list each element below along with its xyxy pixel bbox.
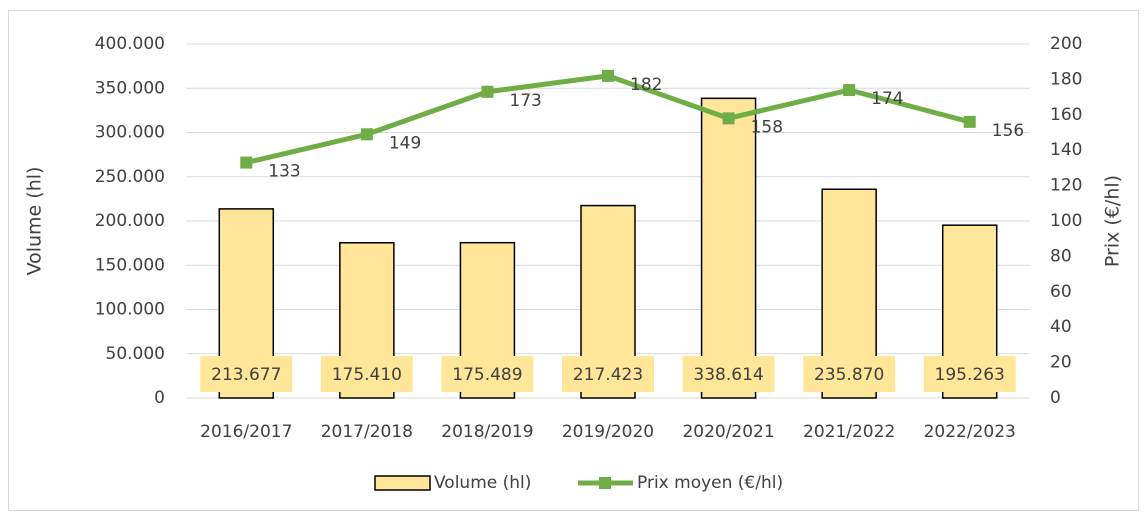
x-tick-label: 2017/2018 — [321, 422, 413, 442]
x-tick-label: 2020/2021 — [682, 422, 774, 442]
y2-tick-label: 80 — [1050, 246, 1072, 266]
data-label-bg — [441, 356, 534, 392]
data-label: 175.489 — [452, 365, 522, 385]
marker — [722, 112, 735, 125]
y2-tick-label: 60 — [1050, 282, 1072, 302]
data-label-bg — [682, 356, 775, 392]
y2-tick-label: 180 — [1050, 69, 1082, 89]
data-label-bg — [320, 356, 413, 392]
data-label-bg — [200, 356, 293, 392]
y2-tick-label: 200 — [1050, 34, 1082, 54]
y2-tick-label: 100 — [1050, 211, 1082, 231]
x-tick-label: 2016/2017 — [200, 422, 292, 442]
data-label: 173 — [509, 91, 541, 111]
x-tick-label: 2022/2023 — [924, 422, 1016, 442]
y-tick-label: 50.000 — [106, 344, 165, 364]
marker — [481, 85, 494, 98]
legend-label: Volume (hl) — [434, 473, 531, 493]
legend-label: Prix moyen (€/hl) — [637, 473, 783, 493]
data-label: 149 — [389, 133, 421, 153]
y-tick-label: 150.000 — [95, 255, 165, 275]
data-label: 133 — [268, 162, 300, 182]
y-tick-label: 300.000 — [95, 123, 165, 143]
bar — [700, 97, 757, 399]
y-tick-label: 250.000 — [95, 167, 165, 187]
data-label: 158 — [751, 117, 783, 137]
marker — [240, 156, 253, 169]
data-label: 156 — [992, 121, 1024, 141]
data-label-bg — [803, 356, 896, 392]
y-tick-label: 0 — [154, 388, 165, 408]
data-label: 338.614 — [693, 365, 763, 385]
y2-tick-label: 40 — [1050, 317, 1072, 337]
data-label-bg — [562, 356, 654, 392]
data-label: 217.423 — [573, 365, 643, 385]
y-tick-label: 100.000 — [95, 300, 165, 320]
y2-tick-label: 0 — [1050, 388, 1061, 408]
marker — [843, 84, 856, 97]
data-label: 235.870 — [814, 365, 884, 385]
data-label: 195.263 — [935, 365, 1005, 385]
x-tick-label: 2019/2020 — [562, 422, 654, 442]
data-label-bg — [923, 356, 1016, 392]
y2-tick-label: 160 — [1050, 105, 1082, 125]
legend-marker — [599, 477, 611, 489]
y-tick-label: 350.000 — [95, 78, 165, 98]
y2-tick-label: 140 — [1050, 140, 1082, 160]
y2-axis-label: Prix (€/hl) — [1102, 175, 1124, 267]
data-label: 182 — [630, 75, 662, 95]
marker — [602, 69, 614, 82]
legend-swatch — [374, 475, 431, 491]
y-tick-label: 200.000 — [95, 211, 165, 231]
y-axis-label: Volume (hl) — [24, 167, 46, 276]
data-label: 175.410 — [332, 365, 402, 385]
data-label: 213.677 — [211, 365, 281, 385]
data-label: 174 — [871, 89, 903, 109]
x-tick-label: 2018/2019 — [441, 422, 533, 442]
y-tick-label: 400.000 — [95, 34, 165, 54]
marker — [360, 128, 373, 141]
y2-tick-label: 120 — [1050, 176, 1082, 196]
marker — [963, 115, 976, 128]
x-tick-label: 2021/2022 — [803, 422, 895, 442]
y2-tick-label: 20 — [1050, 353, 1072, 373]
